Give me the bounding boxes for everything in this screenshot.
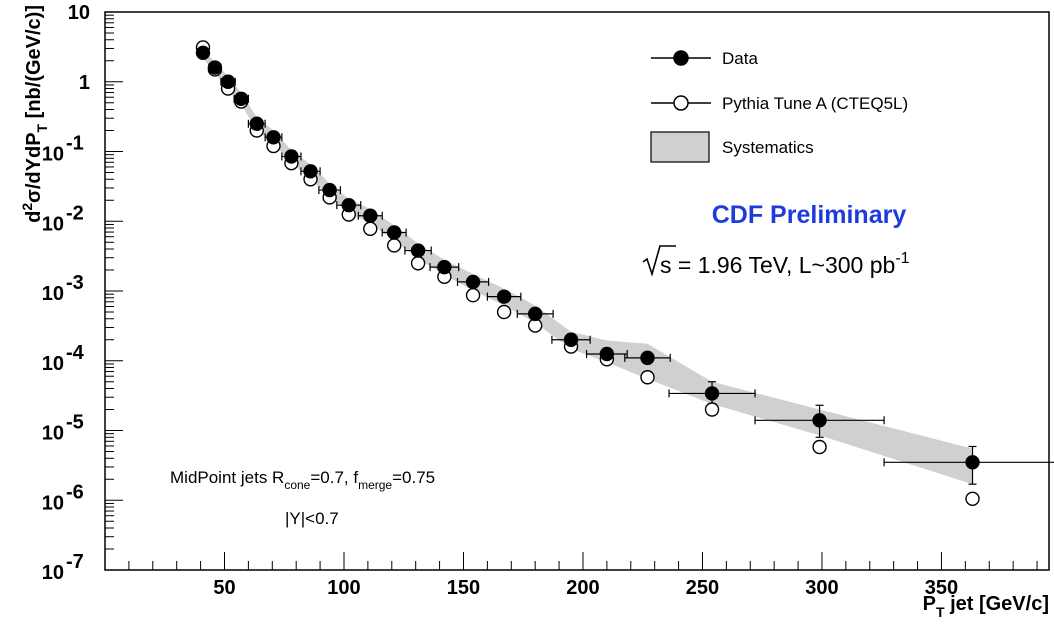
- x-tick-label: 50: [213, 577, 235, 599]
- data-point: [704, 386, 720, 401]
- pythia-point: [465, 288, 481, 303]
- y-tick-exponent: -6: [66, 481, 84, 503]
- data-point: [527, 306, 543, 322]
- pythia-point: [363, 221, 378, 236]
- y-tick-label: 10: [42, 283, 64, 305]
- y-tick-label: 10: [42, 423, 64, 445]
- data-point: [266, 130, 281, 145]
- data-point: [220, 74, 236, 89]
- y-tick-label: 10: [42, 492, 64, 514]
- data-point: [284, 149, 299, 164]
- data-point: [207, 60, 223, 75]
- y-tick-exponent: -1: [66, 133, 84, 155]
- x-axis-title: PT jet [GeV/c]: [923, 593, 1049, 620]
- legend: Data Pythia Tune A (CTEQ5L) Systematics: [650, 49, 908, 163]
- data-point: [496, 289, 512, 304]
- y-tick-label: 10: [42, 144, 64, 166]
- data-point: [410, 243, 426, 258]
- data-point: [965, 455, 980, 470]
- pythia-point: [965, 491, 980, 506]
- data-point: [465, 274, 481, 290]
- data-point: [363, 208, 378, 223]
- legend-entry-data: Data: [651, 49, 758, 68]
- data-point: [249, 116, 264, 131]
- x-tick-label: 350: [925, 577, 958, 599]
- systematics-band: [203, 48, 973, 485]
- y-axis-title: d2σ/dYdPT [nb/(GeV/c)]: [19, 5, 50, 223]
- rapidity-text: |Y|<0.7: [285, 509, 339, 528]
- pythia-point: [386, 238, 402, 253]
- x-tick-label: 200: [566, 577, 599, 599]
- pythia-point: [640, 370, 655, 385]
- y-tick-exponent: -5: [66, 412, 84, 434]
- x-tick-label: 300: [805, 577, 838, 599]
- systematics-band-layer: [203, 48, 973, 485]
- pythia-point: [410, 256, 426, 271]
- y-tick-exponent: -2: [66, 202, 84, 224]
- data-point: [563, 332, 579, 347]
- energy-annotation: s = 1.96 TeV, L~300 pb-1: [642, 245, 910, 278]
- x-tick-label: 150: [447, 577, 480, 599]
- sqrt-symbol-icon: [642, 245, 676, 277]
- y-tick-label: 10: [68, 2, 90, 24]
- y-tick-label: 10: [42, 353, 64, 375]
- legend-systematics-label: Systematics: [722, 138, 814, 157]
- data-point: [195, 45, 211, 61]
- axis-ticks-layer: [105, 11, 1038, 571]
- y-tick-exponent: -3: [66, 272, 84, 294]
- pythia-point: [704, 402, 720, 417]
- jet-algorithm-text: MidPoint jets Rcone=0.7, fmerge=0.75: [170, 468, 435, 492]
- pythia-point: [496, 304, 512, 320]
- x-tick-label: 100: [327, 577, 360, 599]
- energy-text: s = 1.96 TeV, L~300 pb-1: [660, 250, 910, 278]
- y-tick-label: 10: [42, 213, 64, 235]
- legend-systematics-swatch: [650, 131, 710, 163]
- y-tick-label: 10: [42, 562, 64, 584]
- data-point: [437, 259, 452, 275]
- y-tick-exponent: -7: [66, 551, 84, 573]
- data-point: [303, 164, 318, 179]
- data-point: [640, 350, 655, 366]
- pythia-point: [812, 439, 827, 455]
- data-point: [234, 91, 249, 106]
- legend-entry-systematics: Systematics: [650, 131, 814, 163]
- legend-data-marker: [673, 50, 689, 66]
- data-point: [599, 346, 615, 362]
- legend-pythia-label: Pythia Tune A (CTEQ5L): [722, 94, 908, 113]
- legend-pythia-marker: [673, 95, 689, 111]
- experiment-label: CDF Preliminary: [712, 201, 907, 229]
- legend-entry-pythia: Pythia Tune A (CTEQ5L): [651, 94, 908, 113]
- data-point: [341, 197, 356, 213]
- x-tick-label: 250: [686, 577, 719, 599]
- data-point: [322, 182, 337, 198]
- y-tick-exponent: -4: [66, 342, 85, 364]
- y-tick-label: 1: [79, 72, 90, 94]
- markers-layer: [195, 40, 980, 506]
- data-point: [812, 413, 827, 428]
- data-point: [386, 225, 402, 240]
- jet-annotation: MidPoint jets Rcone=0.7, fmerge=0.75 |Y|…: [170, 468, 435, 528]
- legend-data-label: Data: [722, 49, 758, 68]
